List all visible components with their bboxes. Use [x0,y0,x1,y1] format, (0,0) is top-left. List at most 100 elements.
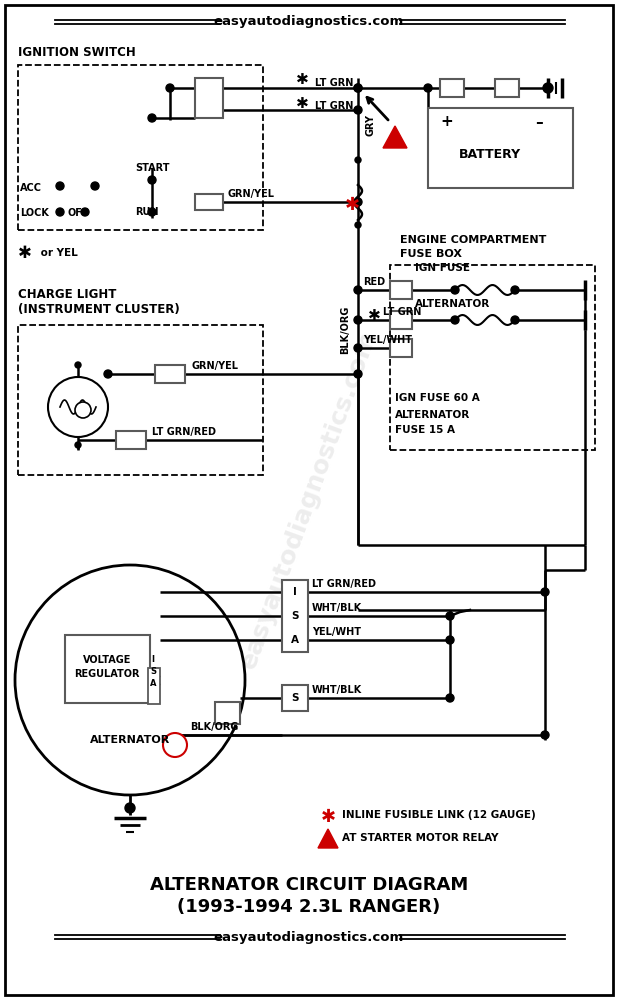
Circle shape [148,208,156,216]
Text: I: I [293,587,297,597]
Circle shape [354,84,362,92]
Circle shape [354,286,362,294]
Bar [155,365,185,383]
Text: IGN FUSE 60 A: IGN FUSE 60 A [395,393,480,403]
Text: (INSTRUMENT CLUSTER): (INSTRUMENT CLUSTER) [18,304,180,316]
Bar [390,265,595,450]
Text: ✱: ✱ [368,308,380,322]
Circle shape [104,370,112,378]
Text: I: I [151,656,154,664]
Bar [195,194,223,210]
Circle shape [451,286,459,294]
Text: RUN: RUN [135,207,158,217]
Bar [440,79,464,97]
Circle shape [354,198,362,206]
Circle shape [163,733,187,757]
Text: CHARGE LIGHT: CHARGE LIGHT [18,288,116,302]
Text: LT GRN: LT GRN [383,307,421,317]
Text: LT GRN: LT GRN [315,101,353,111]
Text: BLK/ORG: BLK/ORG [190,722,239,732]
Circle shape [541,588,549,596]
Text: ENGINE COMPARTMENT: ENGINE COMPARTMENT [400,235,546,245]
Text: ALTERNATOR: ALTERNATOR [90,735,170,745]
Circle shape [148,114,156,122]
Text: VOLTAGE: VOLTAGE [83,655,131,665]
Text: easyautodiagnostics.com: easyautodiagnostics.com [214,15,404,28]
Text: LT GRN/RED: LT GRN/RED [152,427,216,437]
Polygon shape [318,829,338,848]
Circle shape [354,84,362,92]
Circle shape [81,208,89,216]
Bar [390,311,412,329]
Text: INLINE FUSIBLE LINK (12 GAUGE): INLINE FUSIBLE LINK (12 GAUGE) [342,810,536,820]
Circle shape [354,344,362,352]
Circle shape [446,636,454,644]
Circle shape [355,157,361,163]
Text: A: A [291,635,299,645]
Text: –: – [535,114,543,129]
Circle shape [56,208,64,216]
Circle shape [354,370,362,378]
Text: FUSE 15 A: FUSE 15 A [395,425,455,435]
Text: ALTERNATOR CIRCUIT DIAGRAM: ALTERNATOR CIRCUIT DIAGRAM [150,876,468,894]
Circle shape [511,316,519,324]
Bar [65,635,150,703]
Text: S: S [291,611,298,621]
Bar [390,339,412,357]
Circle shape [543,83,553,93]
Circle shape [451,316,459,324]
Bar [148,668,160,704]
Text: ✱: ✱ [321,808,336,826]
Circle shape [541,731,549,739]
Circle shape [354,316,362,324]
Circle shape [446,694,454,702]
Text: AT STARTER MOTOR RELAY: AT STARTER MOTOR RELAY [342,833,499,843]
Circle shape [15,565,245,795]
Text: ALTERNATOR: ALTERNATOR [415,299,490,309]
Text: OFF: OFF [68,208,90,218]
Text: BATTERY: BATTERY [459,148,521,161]
Text: YEL/WHT: YEL/WHT [363,335,412,345]
Bar [495,79,519,97]
Text: or YEL: or YEL [37,248,78,258]
Circle shape [56,182,64,190]
Text: LOCK: LOCK [20,208,49,218]
Circle shape [446,612,454,620]
Bar [18,65,263,230]
Text: S: S [150,668,156,676]
Text: WHT/BLK: WHT/BLK [312,685,362,695]
Circle shape [75,362,81,368]
Bar [18,325,263,475]
Circle shape [355,222,361,228]
Circle shape [354,106,362,114]
Text: FUSE BOX: FUSE BOX [400,249,462,259]
Text: easyautodiagnostics.com: easyautodiagnostics.com [237,328,381,672]
Text: REGULATOR: REGULATOR [74,669,140,679]
Text: IGN FUSE: IGN FUSE [415,263,470,273]
Text: ACC: ACC [20,183,42,193]
Bar [282,685,308,711]
Text: ✱: ✱ [295,73,308,88]
Text: IGNITION SWITCH: IGNITION SWITCH [18,45,136,58]
Text: RED: RED [363,277,385,287]
Text: ✱: ✱ [18,244,32,262]
Text: +: + [440,114,453,129]
Bar [116,431,146,449]
Circle shape [75,442,81,448]
Circle shape [75,402,91,418]
Text: GRY: GRY [365,114,375,136]
Bar [390,281,412,299]
Text: GRN/YEL: GRN/YEL [227,189,274,199]
Text: GRN/YEL: GRN/YEL [191,361,238,371]
Text: LT GRN: LT GRN [315,78,353,88]
Text: LT GRN/RED: LT GRN/RED [312,579,376,589]
Bar [282,580,308,652]
Text: BLK/ORG: BLK/ORG [340,306,350,354]
Circle shape [511,286,519,294]
Circle shape [125,803,135,813]
Circle shape [91,182,99,190]
Circle shape [424,84,432,92]
Text: ✱: ✱ [344,196,360,214]
Bar [195,78,223,118]
Text: START: START [135,163,169,173]
